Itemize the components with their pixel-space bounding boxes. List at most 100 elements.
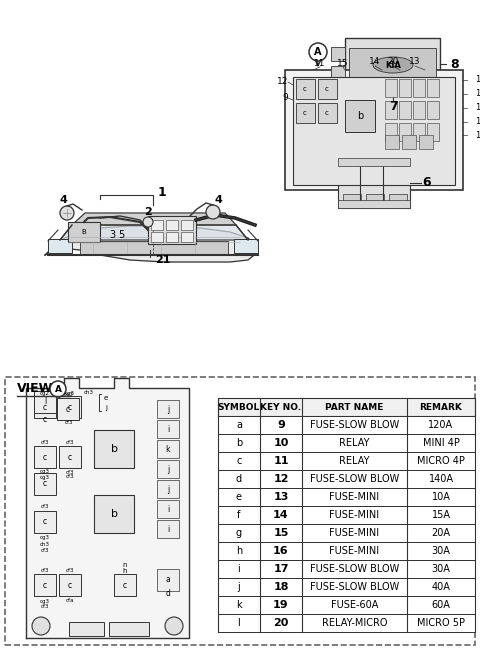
Text: j: j: [238, 582, 240, 592]
Text: b: b: [236, 438, 242, 448]
Bar: [151, 220, 163, 230]
Bar: [114, 574, 136, 596]
Bar: [48, 239, 72, 253]
Text: 6: 6: [422, 177, 431, 190]
Text: h: h: [123, 568, 127, 574]
Text: 8: 8: [450, 57, 458, 70]
Text: 30A: 30A: [432, 546, 450, 556]
Text: 20: 20: [273, 618, 288, 628]
Bar: [166, 220, 178, 230]
Bar: [218, 506, 475, 524]
Bar: [157, 460, 179, 478]
Text: 17: 17: [273, 564, 289, 574]
Text: cf3: cf3: [41, 439, 49, 445]
Text: ce3: ce3: [64, 393, 74, 398]
Text: cf3: cf3: [41, 567, 49, 573]
Text: 10A: 10A: [432, 492, 450, 502]
Bar: [345, 38, 440, 90]
Bar: [293, 77, 455, 185]
Text: c: c: [68, 402, 72, 411]
Bar: [34, 391, 56, 413]
Text: 20A: 20A: [432, 528, 451, 538]
Bar: [218, 452, 475, 470]
Text: cf3: cf3: [66, 567, 74, 573]
Text: 18: 18: [475, 118, 480, 127]
Bar: [318, 79, 337, 99]
Text: c: c: [236, 456, 242, 466]
Text: MINI 4P: MINI 4P: [422, 438, 459, 448]
Bar: [427, 123, 439, 141]
Text: 2: 2: [144, 207, 152, 217]
Bar: [419, 135, 433, 149]
Text: b: b: [357, 111, 363, 121]
Text: cf3: cf3: [66, 474, 74, 480]
Text: RELAY: RELAY: [339, 456, 370, 466]
Text: 11: 11: [314, 60, 326, 68]
Text: 18: 18: [273, 582, 289, 592]
Text: a: a: [166, 575, 170, 584]
Bar: [218, 524, 475, 542]
Text: REMARK: REMARK: [420, 402, 462, 411]
Text: 15: 15: [273, 528, 288, 538]
Text: B: B: [82, 229, 86, 235]
Bar: [402, 135, 416, 149]
Text: c: c: [325, 86, 329, 92]
Bar: [385, 123, 397, 141]
Text: c: c: [43, 580, 47, 590]
Text: 19: 19: [475, 131, 480, 140]
Text: j: j: [167, 465, 169, 473]
Bar: [218, 560, 475, 578]
Text: c: c: [303, 86, 307, 92]
Text: i: i: [167, 504, 169, 514]
Text: l: l: [44, 398, 46, 406]
Text: i: i: [167, 525, 169, 534]
Text: A: A: [314, 47, 322, 57]
Bar: [157, 440, 179, 458]
Bar: [34, 473, 56, 495]
Text: b: b: [110, 444, 118, 454]
Text: 4: 4: [214, 195, 222, 205]
Bar: [296, 79, 315, 99]
Bar: [285, 70, 463, 190]
Bar: [413, 123, 425, 141]
Text: PART NAME: PART NAME: [325, 402, 384, 411]
Text: 9: 9: [277, 420, 285, 430]
Text: 140A: 140A: [429, 474, 454, 484]
Text: 9: 9: [282, 94, 288, 103]
Text: c: c: [43, 415, 47, 424]
Bar: [166, 232, 178, 242]
Text: cg2: cg2: [40, 391, 50, 395]
Text: c: c: [68, 452, 72, 462]
Text: KIA: KIA: [385, 60, 401, 70]
Text: 15: 15: [337, 60, 349, 68]
Text: 3: 3: [109, 230, 115, 240]
Bar: [296, 103, 315, 123]
Bar: [234, 239, 258, 253]
Bar: [59, 396, 81, 418]
Text: 40A: 40A: [432, 582, 450, 592]
Bar: [343, 194, 361, 208]
Text: 4: 4: [59, 195, 67, 205]
Text: e: e: [236, 492, 242, 502]
Text: 11: 11: [273, 456, 289, 466]
Text: 15A: 15A: [432, 510, 451, 520]
Text: k: k: [166, 445, 170, 454]
Text: c: c: [43, 480, 47, 489]
Ellipse shape: [373, 57, 413, 73]
Bar: [34, 574, 56, 596]
Text: cg3: cg3: [40, 536, 50, 541]
Bar: [318, 103, 337, 123]
Text: c: c: [66, 404, 70, 413]
Bar: [69, 622, 104, 636]
Bar: [413, 79, 425, 97]
Text: 30A: 30A: [432, 564, 450, 574]
Text: 10: 10: [273, 438, 288, 448]
Bar: [331, 47, 345, 61]
Bar: [338, 200, 410, 208]
Text: 21: 21: [155, 255, 170, 265]
Bar: [427, 79, 439, 97]
Circle shape: [143, 217, 153, 227]
Text: cfa: cfa: [66, 599, 74, 603]
Bar: [94, 495, 134, 533]
Text: 16: 16: [475, 103, 480, 112]
